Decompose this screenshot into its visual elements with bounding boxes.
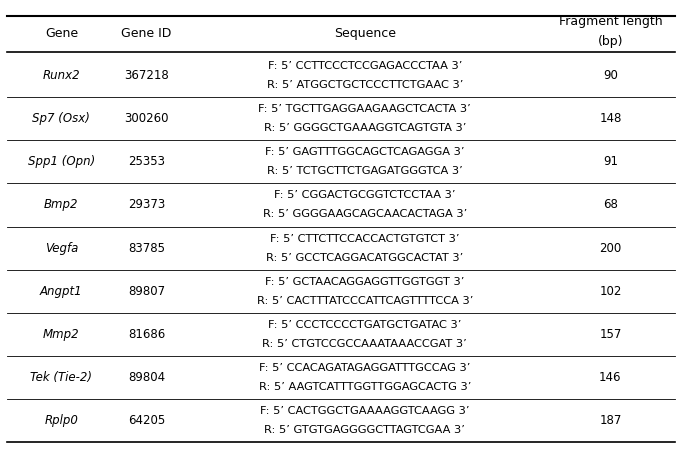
Text: 102: 102 (599, 285, 621, 298)
Text: 81686: 81686 (128, 328, 165, 341)
Text: R: 5’ GCCTCAGGACATGGCACTAT 3’: R: 5’ GCCTCAGGACATGGCACTAT 3’ (266, 253, 464, 262)
Text: 29373: 29373 (128, 198, 165, 212)
Text: Runx2: Runx2 (42, 69, 80, 82)
Text: Tek (Tie-2): Tek (Tie-2) (31, 371, 92, 384)
Text: R: 5’ CTGTCCGCCAAATAAACCGAT 3’: R: 5’ CTGTCCGCCAAATAAACCGAT 3’ (263, 339, 467, 349)
Text: 89804: 89804 (128, 371, 165, 384)
Text: F: 5’ CCTTCCCTCCGAGACCCTAA 3’: F: 5’ CCTTCCCTCCGAGACCCTAA 3’ (267, 61, 462, 71)
Text: Fragment length: Fragment length (559, 15, 662, 28)
Text: F: 5’ TGCTTGAGGAAGAAGCTCACTA 3’: F: 5’ TGCTTGAGGAAGAAGCTCACTA 3’ (258, 104, 471, 114)
Text: 367218: 367218 (124, 69, 169, 82)
Text: F: 5’ CGGACTGCGGTCTCCTAA 3’: F: 5’ CGGACTGCGGTCTCCTAA 3’ (274, 190, 456, 201)
Text: R: 5’ GTGTGAGGGGCTTAGTCGAA 3’: R: 5’ GTGTGAGGGGCTTAGTCGAA 3’ (265, 425, 465, 435)
Text: 25353: 25353 (128, 155, 165, 168)
Text: 146: 146 (599, 371, 621, 384)
Text: 64205: 64205 (128, 414, 165, 427)
Text: F: 5’ CTTCTTCCACCACTGTGTCT 3’: F: 5’ CTTCTTCCACCACTGTGTCT 3’ (270, 234, 460, 244)
Text: 300260: 300260 (124, 112, 169, 125)
Text: Vegfa: Vegfa (45, 242, 78, 254)
Text: F: 5’ GCTAACAGGAGGTTGGTGGT 3’: F: 5’ GCTAACAGGAGGTTGGTGGT 3’ (265, 276, 464, 287)
Text: F: 5’ CCCTCCCCTGATGCTGATAC 3’: F: 5’ CCCTCCCCTGATGCTGATAC 3’ (268, 320, 462, 330)
Text: R: 5’ ATGGCTGCTCCCTTCTGAAC 3’: R: 5’ ATGGCTGCTCCCTTCTGAAC 3’ (267, 80, 463, 90)
Text: R: 5’ TCTGCTTCTGAGATGGGTCA 3’: R: 5’ TCTGCTTCTGAGATGGGTCA 3’ (267, 166, 463, 176)
Text: R: 5’ CACTTTATCCCATTCAGTTTTCCA 3’: R: 5’ CACTTTATCCCATTCAGTTTTCCA 3’ (256, 295, 473, 306)
Text: F: 5’ CACTGGCTGAAAAGGTCAAGG 3’: F: 5’ CACTGGCTGAAAAGGTCAAGG 3’ (260, 406, 470, 416)
Text: Angpt1: Angpt1 (40, 285, 83, 298)
Text: (bp): (bp) (597, 36, 623, 48)
Text: Gene: Gene (45, 28, 78, 40)
Text: 200: 200 (599, 242, 621, 254)
Text: Rplp0: Rplp0 (44, 414, 78, 427)
Text: Sp7 (Osx): Sp7 (Osx) (33, 112, 90, 125)
Text: R: 5’ GGGGCTGAAAGGTCAGTGTA 3’: R: 5’ GGGGCTGAAAGGTCAGTGTA 3’ (264, 123, 466, 133)
Text: R: 5’ AAGTCATTTGGTTGGAGCACTG 3’: R: 5’ AAGTCATTTGGTTGGAGCACTG 3’ (258, 382, 471, 392)
Text: F: 5’ CCACAGATAGAGGATTTGCCAG 3’: F: 5’ CCACAGATAGAGGATTTGCCAG 3’ (259, 363, 471, 373)
Text: 83785: 83785 (128, 242, 165, 254)
Text: F: 5’ GAGTTTGGCAGCTCAGAGGA 3’: F: 5’ GAGTTTGGCAGCTCAGAGGA 3’ (265, 147, 464, 157)
Text: 90: 90 (603, 69, 618, 82)
Text: Sequence: Sequence (334, 28, 396, 40)
Text: 68: 68 (603, 198, 618, 212)
Text: 148: 148 (599, 112, 621, 125)
Text: 91: 91 (603, 155, 618, 168)
Text: Mmp2: Mmp2 (43, 328, 80, 341)
Text: R: 5’ GGGGAAGCAGCAACACTAGA 3’: R: 5’ GGGGAAGCAGCAACACTAGA 3’ (263, 209, 467, 220)
Text: Spp1 (Opn): Spp1 (Opn) (28, 155, 95, 168)
Text: 157: 157 (599, 328, 621, 341)
Text: Bmp2: Bmp2 (44, 198, 78, 212)
Text: Gene ID: Gene ID (121, 28, 172, 40)
Text: 89807: 89807 (128, 285, 165, 298)
Text: 187: 187 (599, 414, 621, 427)
